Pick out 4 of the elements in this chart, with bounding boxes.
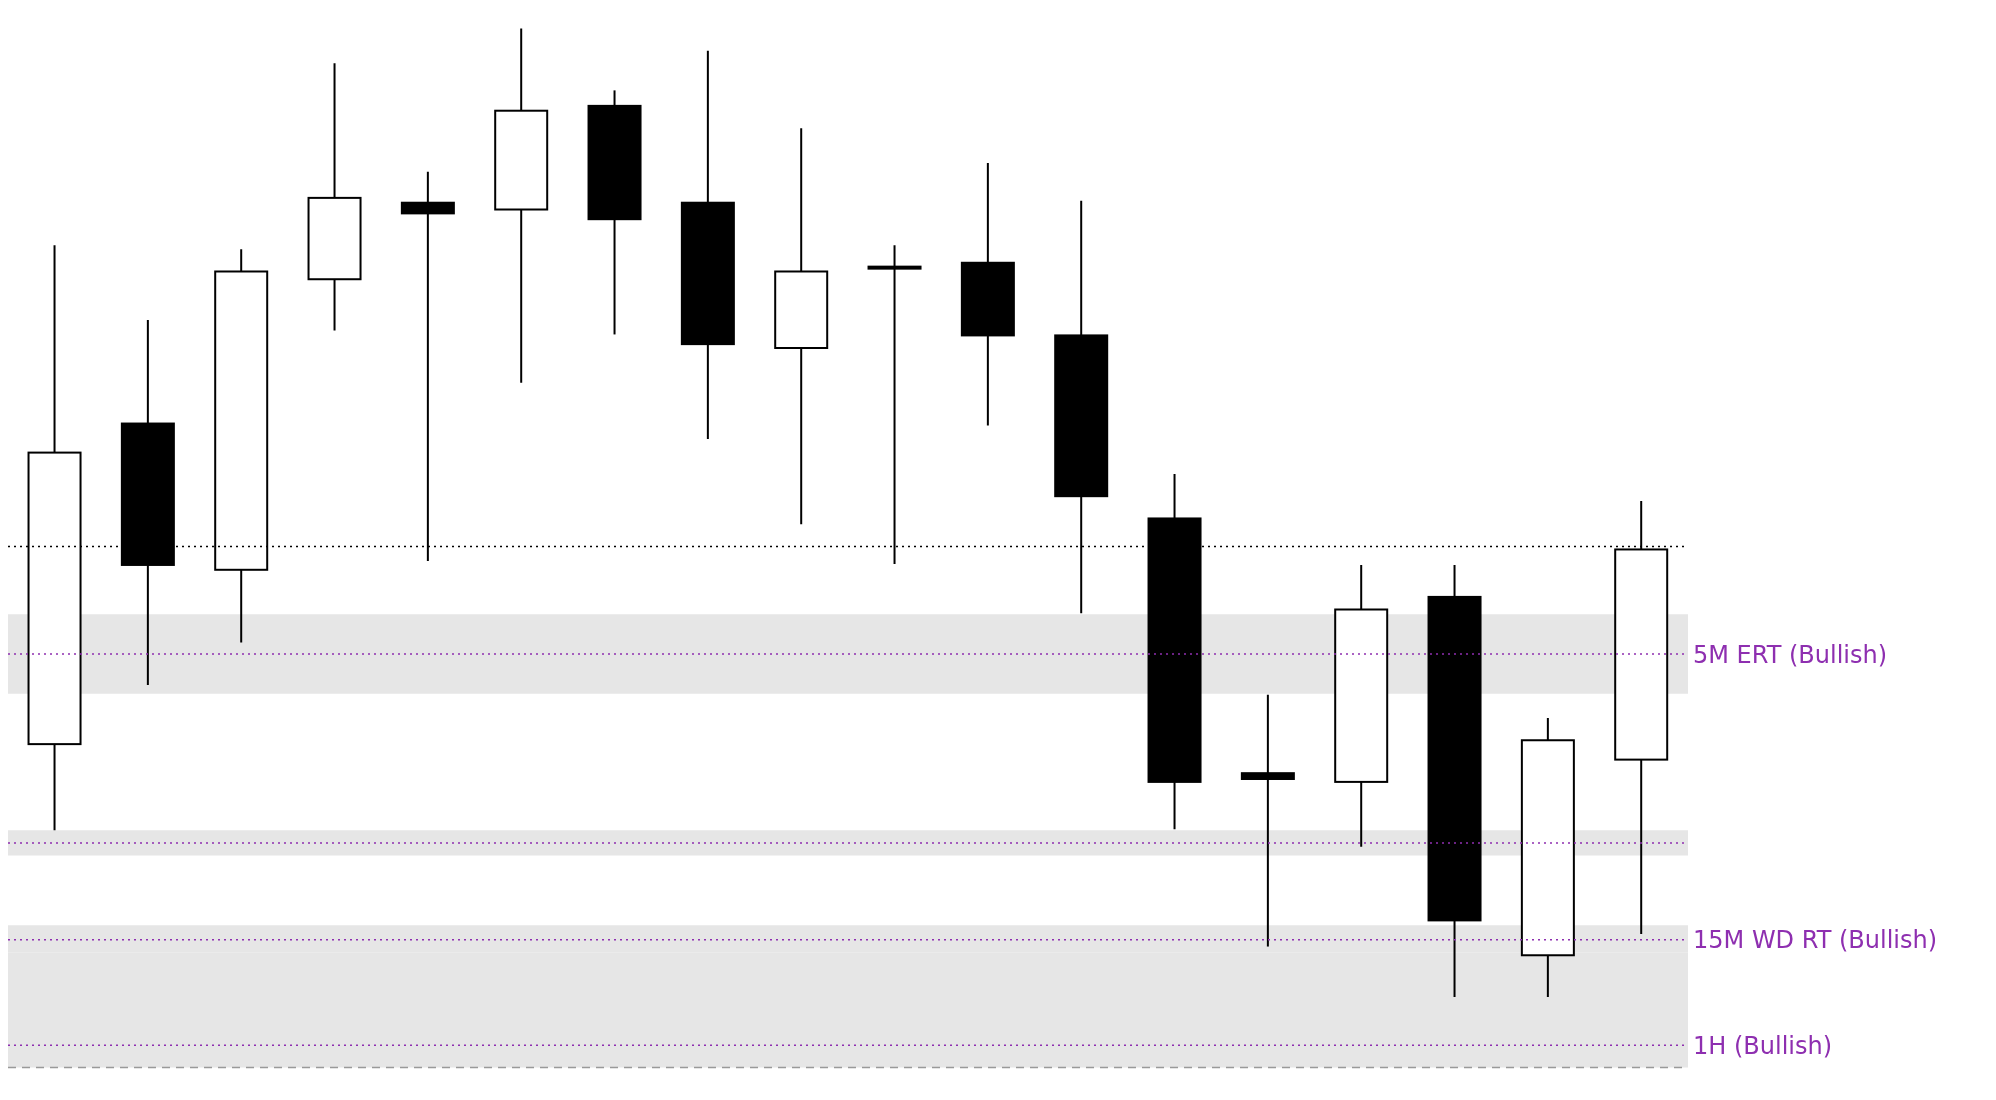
ref-line-label: 5M ERT (Bullish) — [1693, 640, 1888, 669]
ref-line-label: 15M WD RT (Bullish) — [1693, 926, 1938, 955]
ref-line-label: 1H (Bullish) — [1693, 1031, 1833, 1060]
candlestick — [1240, 693, 1295, 948]
